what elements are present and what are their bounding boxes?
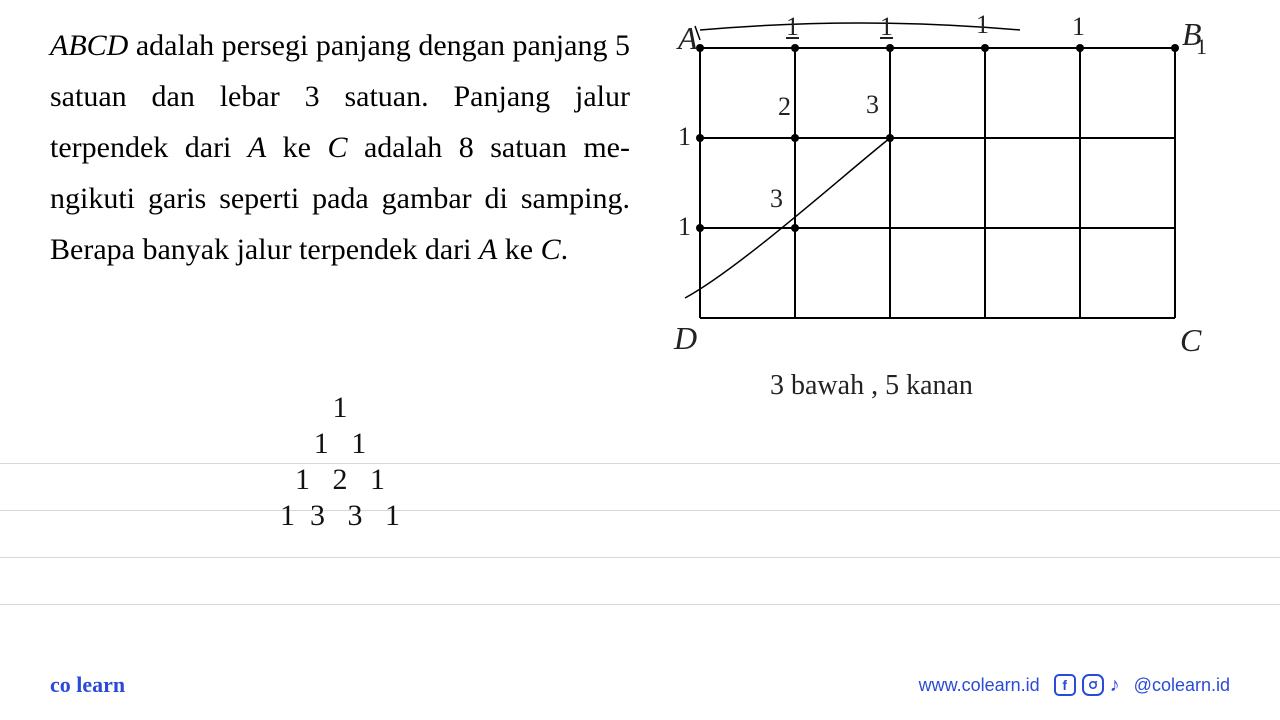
grid-num: 3: [866, 90, 879, 120]
label-d: D: [674, 320, 697, 357]
pascal-row: 1 3 3 1: [230, 498, 450, 534]
top-sketch-curve: [695, 23, 1020, 40]
b-tick: 1: [1196, 34, 1207, 60]
label-c: C: [1180, 322, 1201, 359]
pascal-triangle: 1 1 1 1 2 1 1 3 3 1: [230, 390, 450, 534]
pascal-row: 1 1: [230, 426, 450, 462]
footer: co learn www.colearn.id f ♪ @colearn.id: [0, 665, 1280, 705]
annotation-text: 3 bawah , 5 kanan: [770, 370, 973, 402]
footer-handle: @colearn.id: [1134, 675, 1230, 696]
label-a: A: [678, 20, 698, 57]
notebook-line: [0, 510, 1280, 511]
grid-num: 1: [880, 12, 893, 42]
grid-num: 1: [976, 10, 989, 40]
diagram-svg: [660, 18, 1220, 418]
grid-diagram: A B D C 1 1 1 1 1 1 2 3 3 1 3 bawah , 5 …: [660, 18, 1180, 388]
facebook-icon: f: [1054, 674, 1076, 696]
grid-num: 1: [678, 212, 691, 242]
pascal-row: 1: [230, 390, 450, 426]
grid-num: 1: [1072, 12, 1085, 42]
var-abcd: ABCD: [50, 29, 128, 62]
notebook-line: [0, 604, 1280, 605]
notebook-line: [0, 463, 1280, 464]
grid-num: 2: [778, 92, 791, 122]
footer-url: www.colearn.id: [919, 675, 1040, 696]
grid-num: 1: [678, 122, 691, 152]
problem-text: ABCD adalah persegi panjang dengan panja…: [50, 20, 630, 275]
grid-num: 1: [786, 12, 799, 42]
sketch-curve: [685, 138, 890, 298]
instagram-icon: [1082, 674, 1104, 696]
notebook-line: [0, 557, 1280, 558]
footer-right: www.colearn.id f ♪ @colearn.id: [919, 674, 1230, 697]
brand-logo: co learn: [50, 672, 125, 698]
pascal-row: 1 2 1: [230, 462, 450, 498]
grid-num: 3: [770, 184, 783, 214]
social-icons: f ♪: [1054, 674, 1120, 697]
grid: [700, 48, 1175, 318]
tiktok-icon: ♪: [1110, 674, 1120, 697]
